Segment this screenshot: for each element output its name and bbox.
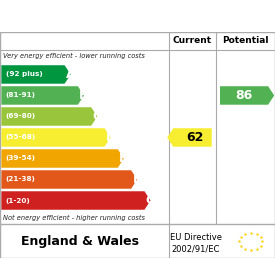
- Text: (55-68): (55-68): [6, 134, 36, 141]
- Text: E: E: [119, 152, 128, 165]
- Text: EU Directive: EU Directive: [170, 233, 222, 242]
- Text: B: B: [79, 89, 89, 102]
- Text: England & Wales: England & Wales: [21, 235, 139, 248]
- Text: (81-91): (81-91): [6, 92, 35, 99]
- Polygon shape: [1, 65, 71, 84]
- Text: Energy Efficiency Rating: Energy Efficiency Rating: [8, 9, 210, 24]
- Text: Not energy efficient - higher running costs: Not energy efficient - higher running co…: [3, 215, 145, 221]
- Polygon shape: [1, 191, 150, 210]
- Text: 2002/91/EC: 2002/91/EC: [171, 244, 220, 253]
- Text: (39-54): (39-54): [6, 156, 35, 162]
- Text: 86: 86: [235, 89, 253, 102]
- Polygon shape: [1, 170, 137, 189]
- Text: F: F: [133, 173, 141, 186]
- Polygon shape: [220, 86, 274, 105]
- Polygon shape: [1, 107, 97, 126]
- Text: D: D: [106, 131, 116, 144]
- Polygon shape: [1, 128, 111, 147]
- Polygon shape: [1, 86, 84, 105]
- Text: (1-20): (1-20): [6, 198, 30, 204]
- Text: A: A: [66, 68, 76, 81]
- Text: Very energy efficient - lower running costs: Very energy efficient - lower running co…: [3, 53, 145, 59]
- Polygon shape: [167, 128, 212, 147]
- Text: (69-80): (69-80): [6, 114, 36, 119]
- Text: G: G: [146, 194, 156, 207]
- Text: 62: 62: [186, 131, 204, 144]
- Text: Potential: Potential: [222, 36, 269, 45]
- Text: C: C: [93, 110, 102, 123]
- Text: Current: Current: [173, 36, 212, 45]
- Text: (21-38): (21-38): [6, 176, 35, 182]
- Polygon shape: [1, 149, 124, 168]
- Text: (92 plus): (92 plus): [6, 71, 42, 77]
